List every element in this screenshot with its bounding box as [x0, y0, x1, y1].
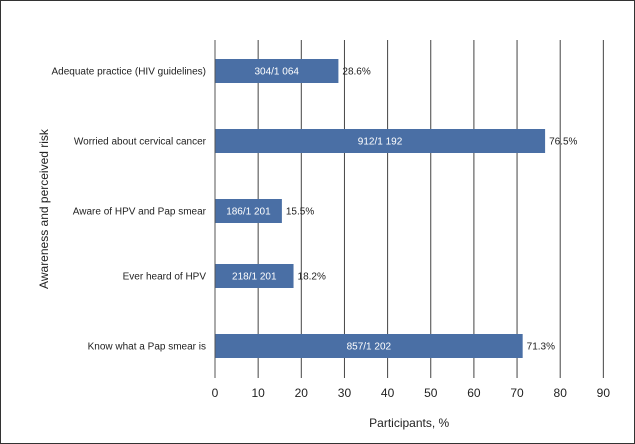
- bar: [215, 334, 523, 358]
- category-label: Aware of HPV and Pap smear: [73, 207, 207, 218]
- x-tick-label: 70: [510, 386, 524, 400]
- bar-value-label: 18.2%: [298, 272, 326, 283]
- category-label: Adequate practice (HIV guidelines): [51, 67, 206, 78]
- x-tick-label: 90: [597, 386, 611, 400]
- bar-count-label: 912/1 192: [358, 137, 403, 148]
- bar: [215, 59, 339, 83]
- x-axis-title: Participants, %: [369, 416, 449, 430]
- x-tick-label: 50: [424, 386, 438, 400]
- bar-value-label: 71.3%: [527, 342, 555, 353]
- bar-count-label: 218/1 201: [232, 272, 277, 283]
- bar-count-label: 857/1 202: [347, 342, 392, 353]
- grid-lines: [257, 40, 604, 378]
- x-tick-label: 20: [295, 386, 309, 400]
- x-tick-label: 40: [381, 386, 395, 400]
- bar-value-label: 28.6%: [342, 67, 370, 78]
- bar-value-label: 76.5%: [549, 137, 577, 148]
- bar: [215, 199, 282, 223]
- bars: Adequate practice (HIV guidelines) 304/1 …: [51, 59, 578, 358]
- x-tick-label: 60: [467, 386, 481, 400]
- bar: [215, 264, 294, 288]
- category-label: Know what a Pap smear is: [88, 342, 206, 353]
- bar-count-label: 186/1 201: [226, 207, 271, 218]
- x-tick-label: 30: [338, 386, 352, 400]
- bar-value-label: 15.5%: [286, 207, 314, 218]
- x-tick-label: 0: [212, 386, 219, 400]
- bar-count-label: 304/1 064: [254, 67, 299, 78]
- category-label: Ever heard of HPV: [123, 272, 207, 283]
- x-tick-label: 80: [554, 386, 568, 400]
- x-tick-label: 10: [251, 386, 265, 400]
- y-axis-title: Awareness and perceived risk: [37, 128, 51, 289]
- category-label: Worried about cervical cancer: [74, 137, 207, 148]
- x-axis-ticks: 0 10 20 30 40 50 60 70 80 90: [212, 386, 611, 400]
- bar: [215, 129, 546, 153]
